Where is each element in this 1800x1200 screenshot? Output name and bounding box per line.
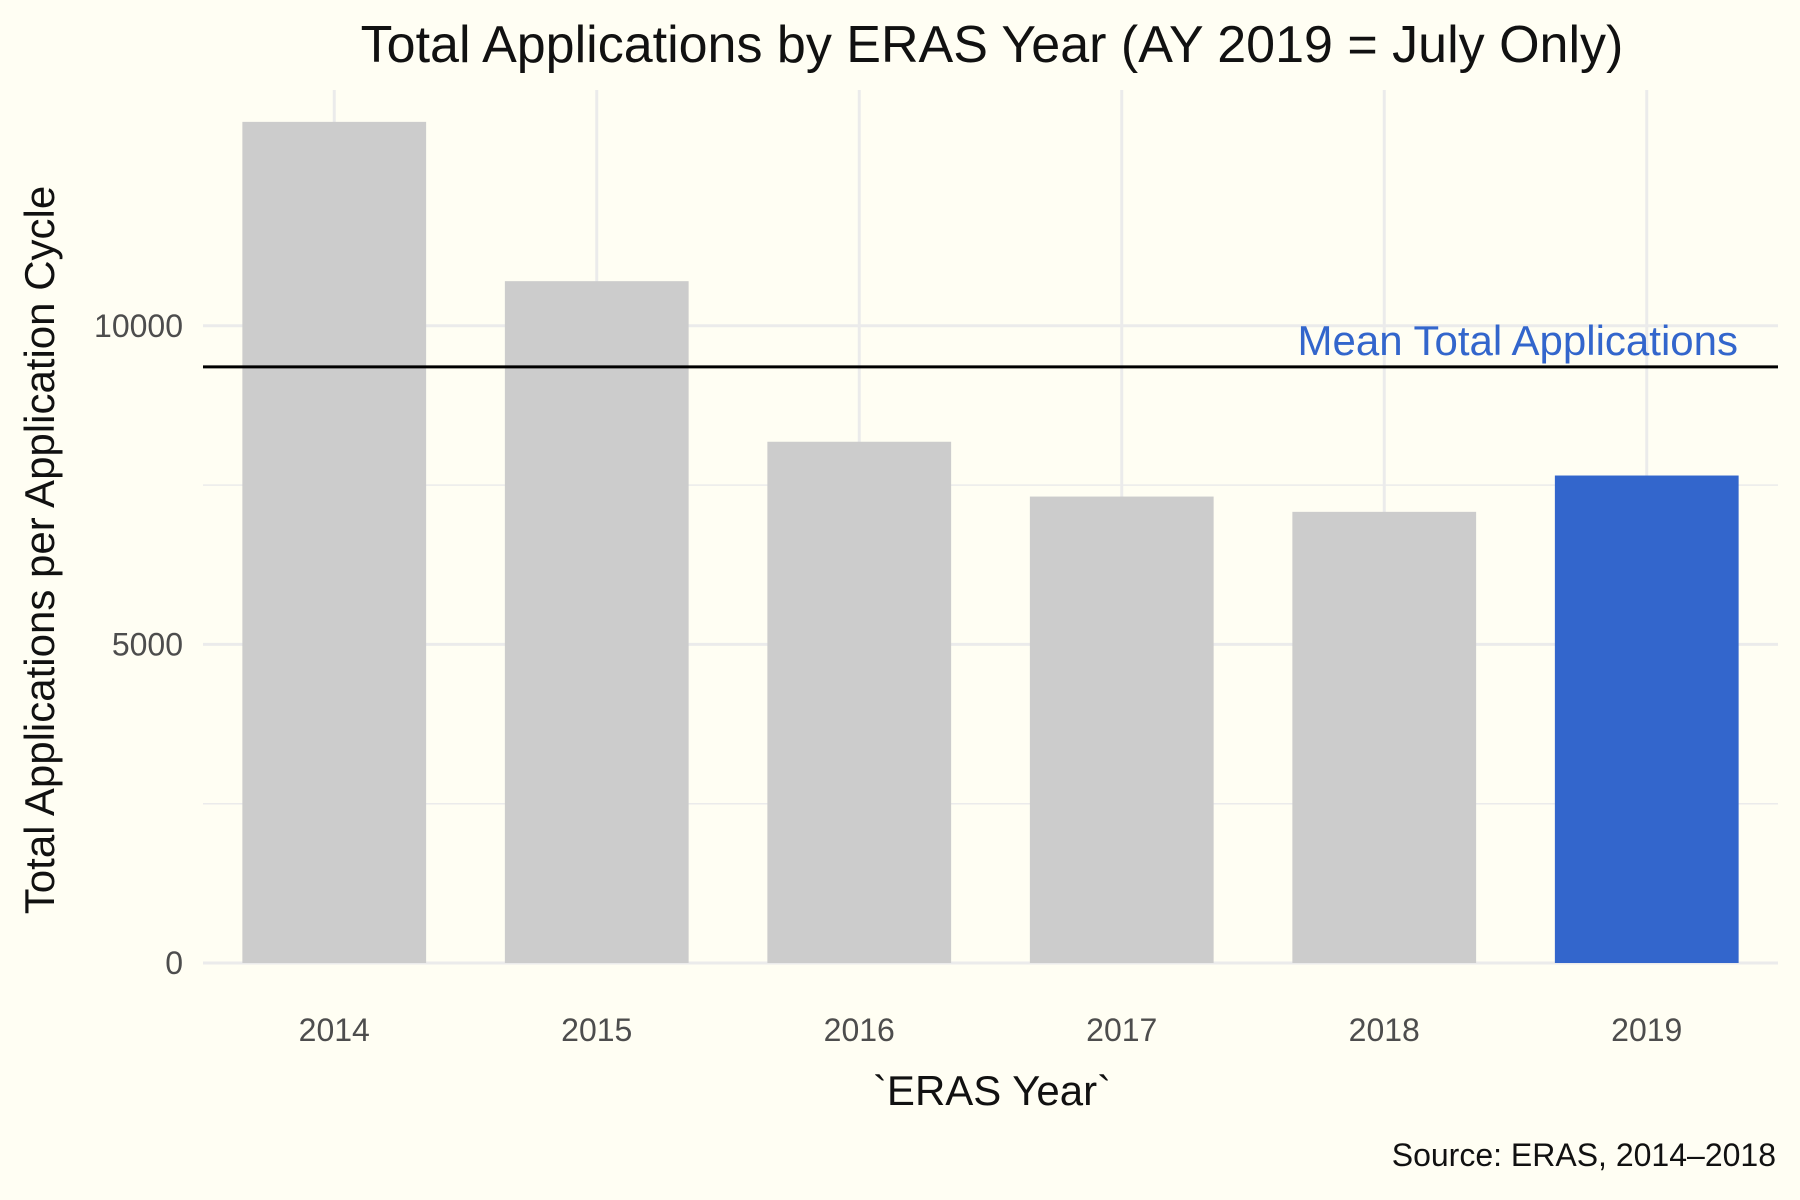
bar-2019: [1554, 475, 1739, 963]
bar-2015: [504, 281, 689, 964]
bar-2014: [242, 121, 427, 963]
y-tick-label-5000: 5000: [112, 626, 183, 662]
bar-2017: [1029, 496, 1214, 963]
y-tick-label-0: 0: [165, 945, 183, 981]
chart-title: Total Applications by ERAS Year (AY 2019…: [361, 16, 1624, 74]
reference-line-label: Mean Total Applications: [1297, 317, 1738, 364]
x-tick-label-2017: 2017: [1086, 1012, 1157, 1048]
grid-lines: [203, 90, 1778, 965]
x-tick-label-2018: 2018: [1349, 1012, 1420, 1048]
x-tick-label-2019: 2019: [1611, 1012, 1682, 1048]
bars: [242, 121, 1739, 964]
x-tick-label-2015: 2015: [561, 1012, 632, 1048]
bar-2018: [1292, 511, 1477, 963]
x-tick-label-2014: 2014: [299, 1012, 370, 1048]
y-axis-title: Total Applications per Application Cycle: [16, 186, 63, 914]
x-axis-title: `ERAS Year`: [873, 1067, 1111, 1114]
tick-labels: 0 5000 10000 2014 2015 2016 2017 2018 2019: [94, 308, 1682, 1048]
bar-2016: [767, 441, 952, 963]
x-tick-label-2016: 2016: [824, 1012, 895, 1048]
y-tick-label-10000: 10000: [94, 308, 183, 344]
source-caption: Source: ERAS, 2014–2018: [1392, 1137, 1776, 1173]
